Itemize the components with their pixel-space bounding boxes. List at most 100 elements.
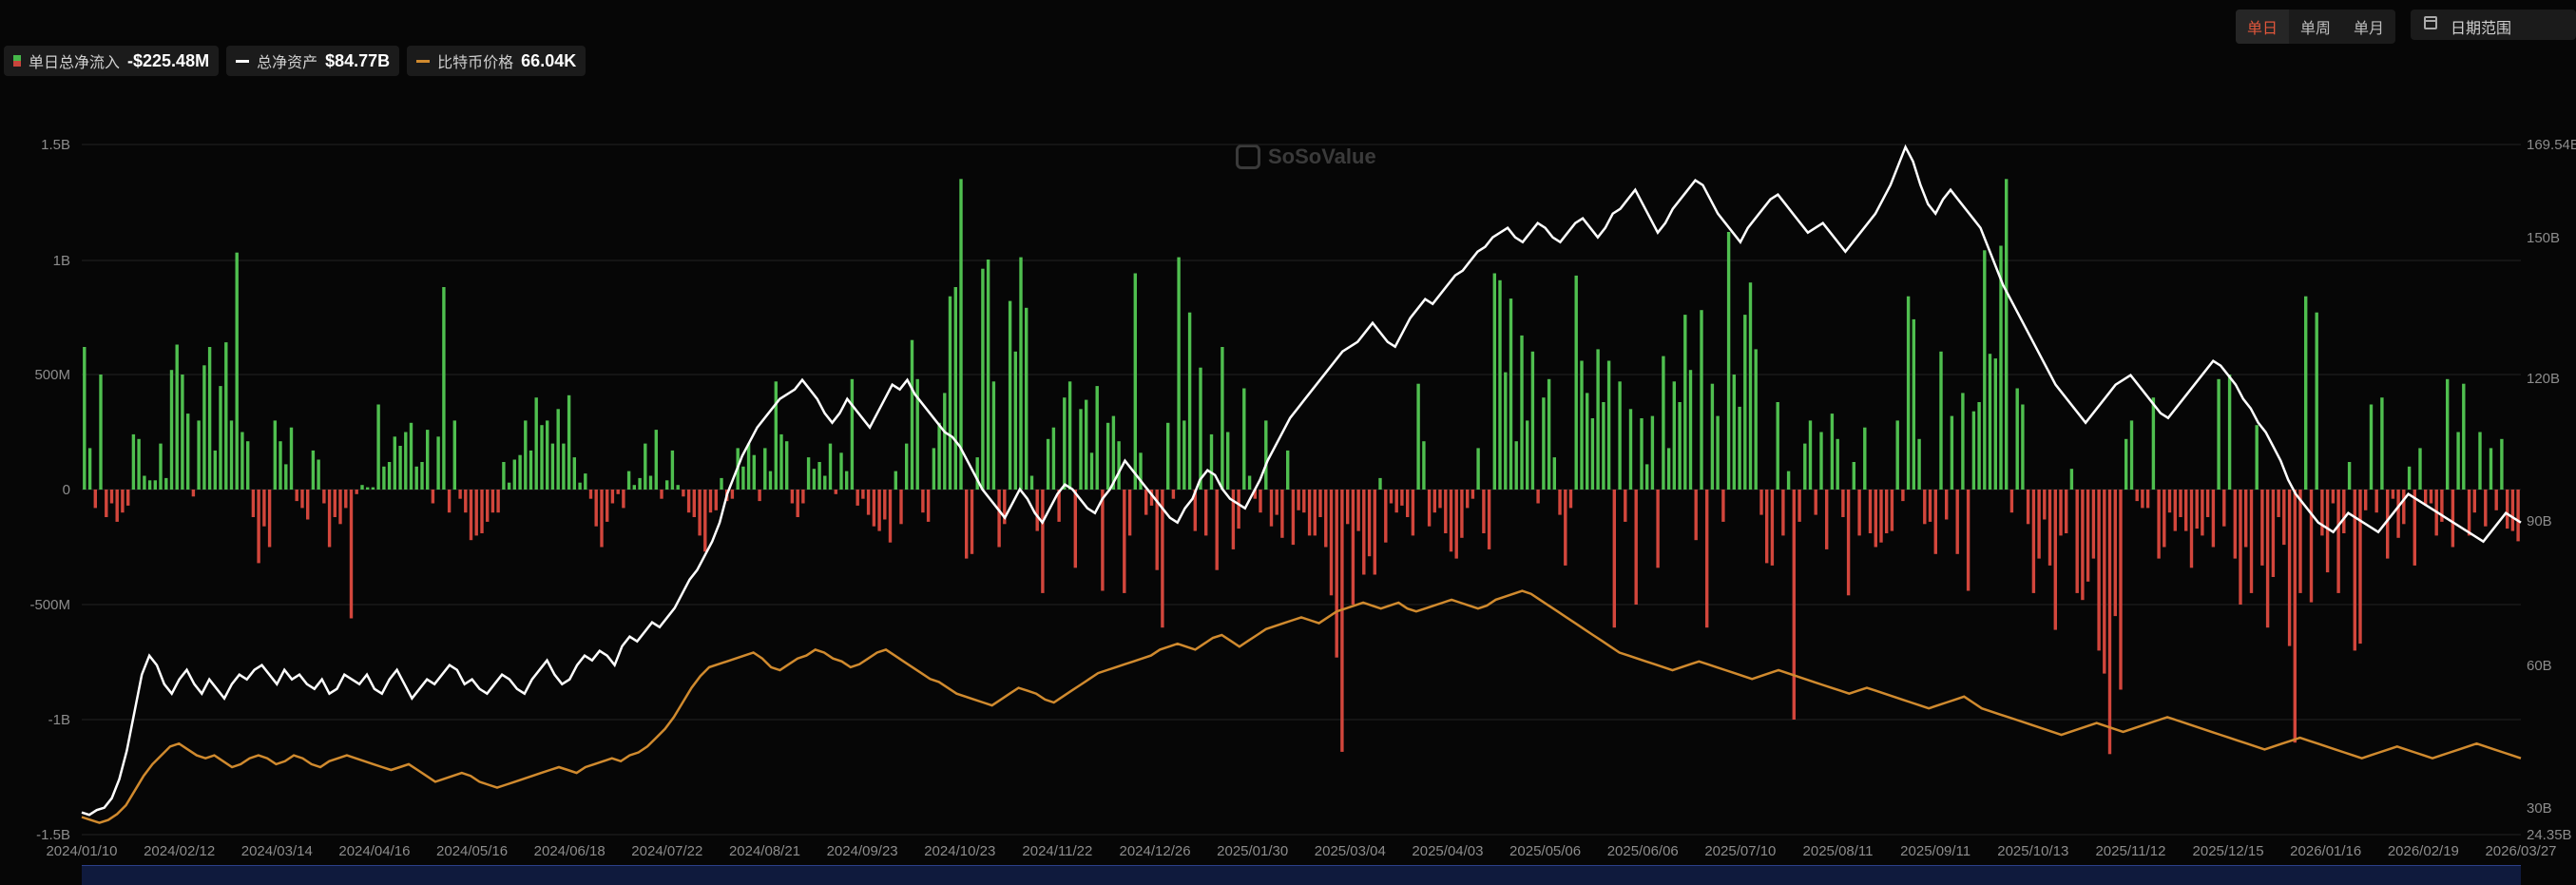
- flow-bar: [1776, 402, 1779, 490]
- flow-bar: [692, 490, 696, 517]
- flow-bar: [1454, 490, 1458, 559]
- flow-bar: [240, 432, 244, 490]
- flow-bar: [2331, 490, 2336, 504]
- period-week-button[interactable]: 单周: [2299, 21, 2331, 37]
- flow-bar: [2374, 490, 2378, 513]
- flow-bar: [2244, 490, 2248, 548]
- flow-bar: [2195, 490, 2199, 529]
- flow-bar: [1590, 418, 1595, 490]
- flow-bar: [2282, 490, 2286, 546]
- left-tick-label: -500M: [29, 597, 70, 613]
- flow-bar: [2184, 490, 2188, 531]
- flow-bar: [284, 464, 288, 490]
- right-tick-label: 150B: [2527, 230, 2560, 246]
- flow-bar: [1177, 257, 1181, 490]
- legend-price[interactable]: 比特币价格 66.04K: [407, 46, 586, 76]
- flow-bar: [1035, 490, 1039, 531]
- flow-bar: [1264, 420, 1268, 490]
- flow-bar: [1144, 490, 1148, 515]
- flow-bar: [2489, 448, 2493, 490]
- flow-bar: [790, 490, 795, 504]
- flow-bar: [1193, 490, 1197, 531]
- flow-bar: [2201, 490, 2204, 536]
- legend-flow[interactable]: 单日总净流入 -$225.48M: [4, 46, 220, 76]
- flow-bar: [1297, 490, 1300, 510]
- period-month-button[interactable]: 单月: [2353, 21, 2384, 37]
- flow-bar: [349, 490, 354, 619]
- flow-bar: [1221, 347, 1224, 490]
- legend-assets[interactable]: 总净资产 $84.77B: [226, 46, 400, 76]
- flow-bar: [1797, 490, 1801, 522]
- flow-bar: [387, 462, 392, 490]
- flow-bar: [327, 490, 332, 548]
- flow-bar: [534, 397, 538, 490]
- flow-bar: [926, 490, 931, 522]
- flow-bar: [1013, 351, 1017, 490]
- period-day-button[interactable]: 单日: [2235, 10, 2289, 44]
- flow-bar: [1275, 490, 1278, 515]
- flow-bar: [567, 394, 571, 490]
- flow-bar: [1302, 490, 1306, 513]
- flow-bar: [137, 438, 141, 490]
- range-navigator[interactable]: [82, 865, 2521, 885]
- flow-bar: [2413, 490, 2416, 566]
- flow-bar: [1933, 490, 1937, 554]
- flow-bar: [2233, 490, 2237, 559]
- flow-bar: [1378, 477, 1382, 490]
- flow-bar: [1237, 490, 1240, 529]
- flow-bar: [496, 490, 500, 513]
- left-axis-labels: 1.5B 1B 500M 0 -500M -1B -1.5B: [29, 137, 70, 843]
- flow-bar: [2189, 490, 2194, 568]
- flow-bar: [229, 420, 234, 490]
- flow-bar: [1901, 490, 1905, 502]
- flow-bar: [1329, 490, 1334, 596]
- flow-bar: [1520, 335, 1524, 490]
- flow-bar: [2320, 490, 2324, 536]
- left-tick-label: -1B: [48, 712, 70, 728]
- flow-bar: [1825, 490, 1829, 549]
- flow-bar: [1346, 490, 1350, 525]
- flow-bar: [2358, 490, 2362, 645]
- right-axis-labels: 169.54B 150B 120B 90B 60B 30B 24.35B: [2527, 137, 2576, 843]
- flow-bar: [490, 490, 495, 513]
- flow-bar: [2065, 490, 2068, 533]
- flow-bar: [1640, 418, 1644, 490]
- flow-bar: [556, 409, 560, 490]
- flow-bar: [2053, 490, 2057, 630]
- flow-bar: [2380, 397, 2384, 490]
- date-range-button[interactable]: 日期范围: [2411, 10, 2576, 40]
- flow-bar: [1487, 490, 1491, 549]
- flow-bar: [431, 490, 435, 504]
- flow-bar: [398, 446, 402, 490]
- flow-bar: [1307, 490, 1312, 536]
- flow-bar: [1204, 490, 1208, 536]
- flow-bar: [279, 441, 282, 490]
- flow-bar: [1313, 490, 1317, 536]
- flow-bar: [785, 441, 789, 490]
- flow-bar: [186, 414, 190, 490]
- flow-bar: [126, 490, 130, 506]
- flow-bar: [546, 420, 549, 490]
- flow-bar: [2173, 490, 2177, 531]
- flow-bar: [518, 454, 522, 490]
- flow-bar: [752, 454, 756, 490]
- flow-bar: [414, 466, 418, 490]
- flow-bar: [948, 296, 952, 490]
- flow-bar: [622, 490, 625, 509]
- flow-bar: [1089, 452, 1094, 490]
- flow-bar: [1166, 422, 1170, 490]
- flow-bar: [1373, 490, 1376, 575]
- flow-bar: [1814, 490, 1817, 515]
- flow-bar: [2217, 378, 2220, 490]
- flow-bar: [1057, 490, 1061, 522]
- flow-bar: [322, 490, 326, 504]
- flow-bar: [452, 420, 456, 490]
- flow-bar: [2304, 296, 2308, 490]
- flow-bar: [1781, 490, 1785, 536]
- flow-bar: [578, 482, 582, 490]
- flow-bar: [109, 490, 114, 504]
- x-tick-label: 2024/04/16: [338, 843, 410, 859]
- flow-bar: [311, 450, 316, 490]
- flow-bar: [1596, 349, 1600, 490]
- left-tick-label: 1.5B: [41, 137, 70, 153]
